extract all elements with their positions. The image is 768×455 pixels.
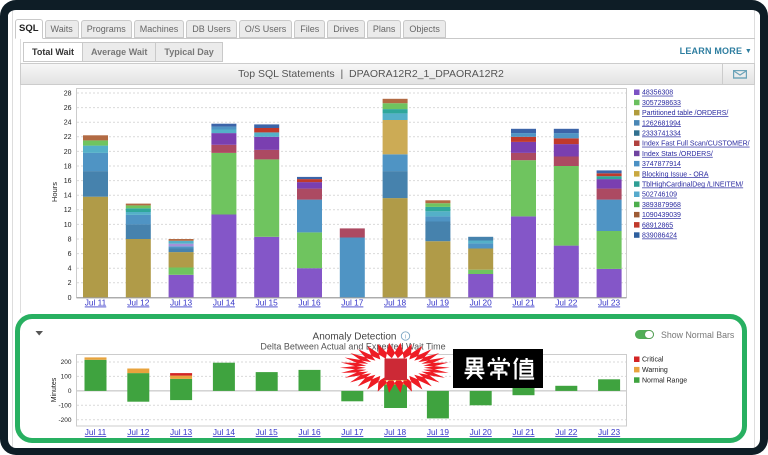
svg-text:2: 2 (68, 280, 72, 287)
svg-text:Jul 12: Jul 12 (127, 427, 150, 437)
svg-text:Jul 23: Jul 23 (598, 298, 621, 308)
svg-text:Jul 11: Jul 11 (85, 298, 107, 308)
svg-text:Anomaly Detection: Anomaly Detection (313, 332, 397, 343)
svg-text:Jul 15: Jul 15 (256, 427, 279, 437)
svg-text:-100: -100 (58, 403, 71, 410)
svg-text:18: 18 (64, 163, 72, 170)
svg-text:14: 14 (64, 193, 72, 200)
svg-text:Index Fast Full Scan/CUSTOMER/: Index Fast Full Scan/CUSTOMER/ (642, 141, 750, 148)
svg-text:8: 8 (68, 236, 72, 243)
svg-text:Jul 18: Jul 18 (384, 298, 407, 308)
svg-text:6: 6 (68, 251, 72, 258)
svg-text:200: 200 (61, 359, 72, 366)
svg-text:4: 4 (68, 266, 72, 273)
svg-text:Jul 16: Jul 16 (298, 298, 321, 308)
svg-text:Jul 12: Jul 12 (127, 298, 150, 308)
svg-text:Minutes: Minutes (51, 377, 58, 402)
svg-text:22: 22 (64, 134, 72, 141)
svg-text:Jul 13: Jul 13 (170, 298, 193, 308)
svg-text:TblHighCardinalDeg /LINEITEM/: TblHighCardinalDeg /LINEITEM/ (642, 182, 743, 189)
svg-text:3747877914: 3747877914 (642, 161, 681, 168)
svg-text:Partitioned table /ORDERS/: Partitioned table /ORDERS/ (642, 110, 728, 117)
svg-text:839086424: 839086424 (642, 233, 677, 240)
svg-text:12: 12 (64, 207, 72, 214)
svg-text:Blocking Issue - ORA: Blocking Issue - ORA (642, 171, 709, 178)
svg-text:Jul 17: Jul 17 (341, 298, 364, 308)
svg-text:Jul 13: Jul 13 (170, 427, 193, 437)
svg-text:Jul 16: Jul 16 (298, 427, 321, 437)
svg-text:Jul 14: Jul 14 (213, 298, 236, 308)
svg-text:24: 24 (64, 120, 72, 127)
svg-text:2333741334: 2333741334 (642, 131, 681, 138)
svg-text:3893879968: 3893879968 (642, 202, 681, 209)
svg-text:10: 10 (64, 222, 72, 229)
svg-text:Jul 17: Jul 17 (341, 427, 364, 437)
svg-text:26: 26 (64, 105, 72, 112)
svg-text:Jul 21: Jul 21 (512, 427, 535, 437)
svg-text:Jul 19: Jul 19 (427, 427, 450, 437)
svg-text:Jul 20: Jul 20 (470, 298, 493, 308)
svg-text:1262681994: 1262681994 (642, 120, 681, 127)
svg-text:28: 28 (64, 90, 72, 97)
svg-text:Normal Range: Normal Range (642, 378, 687, 385)
svg-text:Jul 11: Jul 11 (85, 427, 107, 437)
svg-text:Jul 22: Jul 22 (555, 427, 578, 437)
svg-text:Warning: Warning (642, 367, 668, 374)
svg-text:16: 16 (64, 178, 72, 185)
svg-text:Jul 22: Jul 22 (555, 298, 578, 308)
svg-text:Jul 23: Jul 23 (598, 427, 621, 437)
svg-text:20: 20 (64, 149, 72, 156)
svg-text:1090439039: 1090439039 (642, 212, 681, 219)
svg-text:i: i (405, 334, 406, 341)
svg-text:Hours: Hours (50, 182, 59, 202)
svg-text:-200: -200 (58, 417, 71, 424)
svg-text:Critical: Critical (642, 357, 664, 364)
svg-text:502746109: 502746109 (642, 192, 677, 199)
svg-text:68912865: 68912865 (642, 222, 673, 229)
svg-text:Jul 18: Jul 18 (384, 427, 407, 437)
svg-text:Index Stats /ORDERS/: Index Stats /ORDERS/ (642, 151, 713, 158)
svg-text:Delta Between Actual and Expec: Delta Between Actual and Expected Wait T… (260, 342, 445, 352)
svg-text:Jul 21: Jul 21 (512, 298, 535, 308)
svg-text:Jul 20: Jul 20 (470, 427, 493, 437)
svg-text:0: 0 (68, 388, 72, 395)
svg-text:100: 100 (61, 374, 72, 381)
svg-text:Jul 14: Jul 14 (213, 427, 236, 437)
svg-text:48356308: 48356308 (642, 90, 673, 97)
svg-text:3057298633: 3057298633 (642, 100, 681, 107)
svg-text:Jul 15: Jul 15 (256, 298, 279, 308)
svg-text:0: 0 (68, 295, 72, 302)
svg-text:Jul 19: Jul 19 (427, 298, 450, 308)
